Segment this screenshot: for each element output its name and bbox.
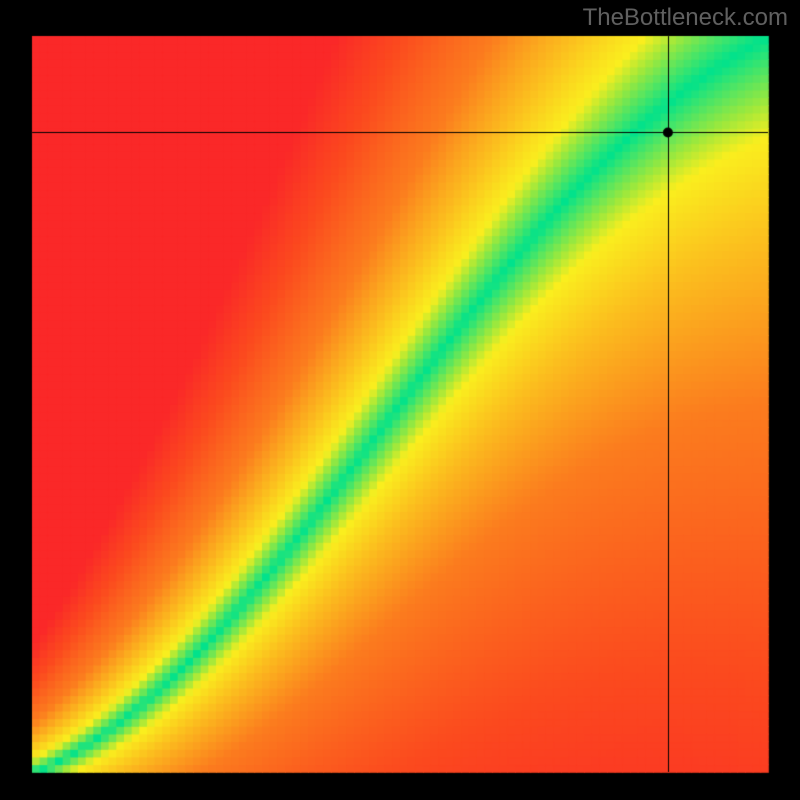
crosshair-overlay <box>0 0 800 800</box>
watermark-text: TheBottleneck.com <box>583 4 788 32</box>
chart-container: TheBottleneck.com <box>0 0 800 800</box>
